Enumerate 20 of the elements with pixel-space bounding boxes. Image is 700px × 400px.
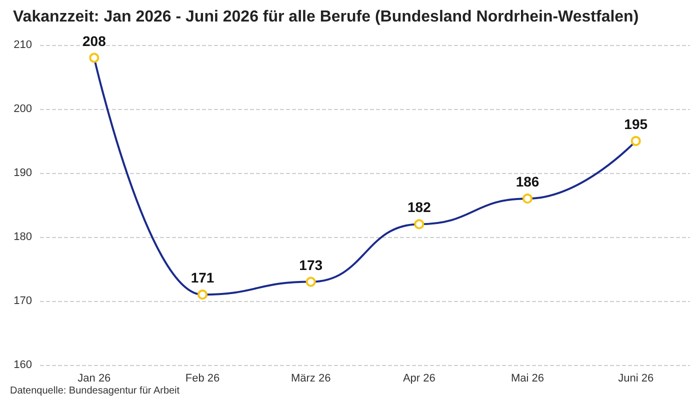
x-tick-label: Feb 26 xyxy=(185,372,220,384)
data-label: 208 xyxy=(82,32,106,49)
y-tick-label: 190 xyxy=(14,167,32,179)
data-label: 173 xyxy=(299,256,323,273)
x-tick-label: Apr 26 xyxy=(402,372,436,384)
x-tick-label: Jan 26 xyxy=(78,372,111,384)
y-tick-label: 210 xyxy=(14,39,32,51)
data-label: 186 xyxy=(516,174,540,190)
data-label: 171 xyxy=(190,270,214,286)
data-label: 195 xyxy=(624,116,648,132)
data-label: 182 xyxy=(407,199,432,216)
text: Datenquelle: Bundesagentur für Arbeit xyxy=(10,386,180,396)
y-tick-label: 170 xyxy=(14,295,32,307)
x-tick-label: März 26 xyxy=(290,372,331,384)
y-tick-label: 160 xyxy=(14,359,32,371)
x-tick-label: Juni 26 xyxy=(618,372,654,384)
y-tick-label: 200 xyxy=(14,103,32,115)
x-tick-label: Mai 26 xyxy=(510,372,544,384)
chart-title: Vakanzzeit: Jan 2026 - Juni 2026 für alle Berufe (Bundesland Nordrhein-Westfalen) xyxy=(13,8,639,26)
y-tick-label: 180 xyxy=(14,231,32,243)
